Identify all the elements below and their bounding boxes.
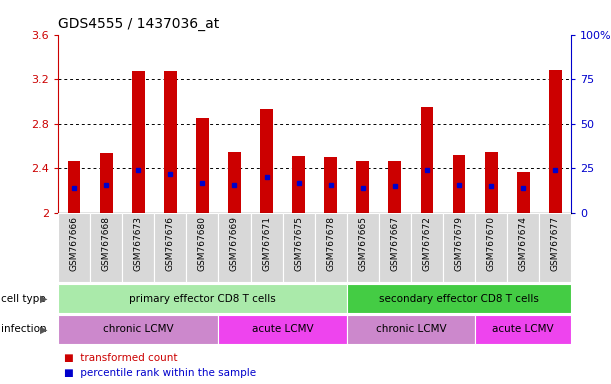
Text: secondary effector CD8 T cells: secondary effector CD8 T cells — [379, 293, 539, 304]
FancyBboxPatch shape — [219, 213, 251, 282]
Text: GSM767674: GSM767674 — [519, 216, 528, 271]
Text: GSM767679: GSM767679 — [455, 216, 464, 271]
Text: chronic LCMV: chronic LCMV — [376, 324, 446, 334]
Bar — [517, 172, 530, 213]
FancyBboxPatch shape — [411, 213, 443, 282]
Bar — [132, 71, 145, 213]
Bar — [196, 118, 209, 213]
FancyBboxPatch shape — [475, 315, 571, 344]
Text: GSM767668: GSM767668 — [101, 216, 111, 271]
Bar — [453, 155, 466, 213]
Text: GSM767670: GSM767670 — [486, 216, 496, 271]
Bar — [100, 153, 112, 213]
Bar — [260, 109, 273, 213]
Text: chronic LCMV: chronic LCMV — [103, 324, 174, 334]
FancyBboxPatch shape — [347, 284, 571, 313]
FancyBboxPatch shape — [507, 213, 540, 282]
Bar — [420, 107, 433, 213]
Text: ■  percentile rank within the sample: ■ percentile rank within the sample — [64, 368, 256, 378]
Bar — [324, 157, 337, 213]
FancyBboxPatch shape — [475, 213, 507, 282]
FancyBboxPatch shape — [58, 284, 347, 313]
Text: GSM767678: GSM767678 — [326, 216, 335, 271]
Text: acute LCMV: acute LCMV — [492, 324, 554, 334]
FancyBboxPatch shape — [347, 213, 379, 282]
FancyBboxPatch shape — [90, 213, 122, 282]
Text: ▶: ▶ — [40, 324, 48, 334]
FancyBboxPatch shape — [58, 213, 90, 282]
Text: GSM767665: GSM767665 — [358, 216, 367, 271]
Bar — [549, 70, 562, 213]
Text: GSM767677: GSM767677 — [551, 216, 560, 271]
Bar — [228, 152, 241, 213]
FancyBboxPatch shape — [283, 213, 315, 282]
Text: cell type: cell type — [1, 293, 45, 304]
Text: ▶: ▶ — [40, 293, 48, 304]
FancyBboxPatch shape — [540, 213, 571, 282]
FancyBboxPatch shape — [58, 315, 219, 344]
Text: GSM767675: GSM767675 — [294, 216, 303, 271]
FancyBboxPatch shape — [347, 315, 475, 344]
Text: ■  transformed count: ■ transformed count — [64, 353, 178, 363]
Text: infection: infection — [1, 324, 46, 334]
Text: GSM767676: GSM767676 — [166, 216, 175, 271]
FancyBboxPatch shape — [186, 213, 219, 282]
Bar — [485, 152, 497, 213]
Bar — [389, 161, 401, 213]
FancyBboxPatch shape — [251, 213, 283, 282]
Bar — [68, 161, 81, 213]
Text: GSM767672: GSM767672 — [422, 216, 431, 271]
FancyBboxPatch shape — [315, 213, 347, 282]
Text: GSM767667: GSM767667 — [390, 216, 400, 271]
FancyBboxPatch shape — [443, 213, 475, 282]
Text: GSM767669: GSM767669 — [230, 216, 239, 271]
Text: GSM767673: GSM767673 — [134, 216, 143, 271]
Text: GSM767671: GSM767671 — [262, 216, 271, 271]
FancyBboxPatch shape — [155, 213, 186, 282]
FancyBboxPatch shape — [219, 315, 347, 344]
Bar — [356, 161, 369, 213]
Text: primary effector CD8 T cells: primary effector CD8 T cells — [129, 293, 276, 304]
FancyBboxPatch shape — [122, 213, 155, 282]
Text: GDS4555 / 1437036_at: GDS4555 / 1437036_at — [58, 17, 219, 31]
Bar — [292, 156, 305, 213]
FancyBboxPatch shape — [379, 213, 411, 282]
Bar — [164, 71, 177, 213]
Text: acute LCMV: acute LCMV — [252, 324, 313, 334]
Text: GSM767666: GSM767666 — [70, 216, 79, 271]
Text: GSM767680: GSM767680 — [198, 216, 207, 271]
